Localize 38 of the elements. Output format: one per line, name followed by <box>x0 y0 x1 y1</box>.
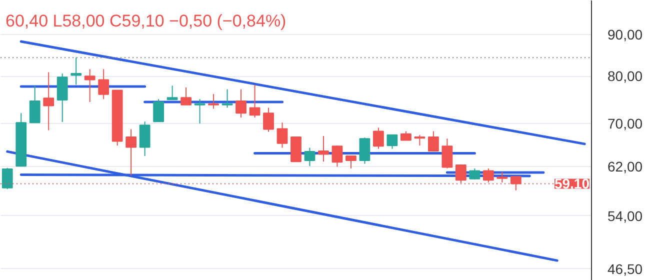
candlestick <box>166 85 178 101</box>
candlestick <box>2 167 13 190</box>
candlestick <box>318 135 329 162</box>
ref-line-label: 59,10 <box>554 176 590 192</box>
y-tick-label: 80,00 <box>608 68 643 84</box>
candlestick <box>208 93 219 110</box>
candlestick <box>126 128 137 176</box>
candlestick <box>428 130 439 152</box>
y-tick-label: 62,00 <box>608 158 643 175</box>
candlestick <box>222 88 233 108</box>
candlestick <box>346 155 356 169</box>
candlestick <box>56 73 68 123</box>
candlestick <box>194 98 206 124</box>
candlestick <box>442 138 453 169</box>
candlestick <box>332 145 343 168</box>
candlestick <box>29 85 40 124</box>
annotation: 60,40 L58,00 C59,10 −0,50 (−0,84%) <box>6 12 286 30</box>
candlestick <box>236 88 246 118</box>
candlestick <box>276 122 288 148</box>
candlestick <box>373 127 384 150</box>
y-tick-label: 46,50 <box>608 260 643 277</box>
candlestick <box>180 86 192 106</box>
candlestick <box>386 134 398 150</box>
candlestick <box>304 147 316 167</box>
y-tick-label: 70,00 <box>608 116 643 132</box>
candlestick <box>249 84 260 118</box>
candlestick <box>139 121 150 156</box>
candlestick <box>414 134 426 146</box>
y-tick-label: 54,00 <box>608 208 643 224</box>
candlestick <box>153 98 164 122</box>
y-tick-label: 90,00 <box>608 26 643 42</box>
candlestick <box>496 171 508 184</box>
candlestick <box>43 72 54 131</box>
candlestick <box>84 68 96 102</box>
candlestick <box>98 68 110 100</box>
candlestick <box>70 57 82 86</box>
candlestick <box>359 137 370 164</box>
candlestick <box>263 107 274 132</box>
